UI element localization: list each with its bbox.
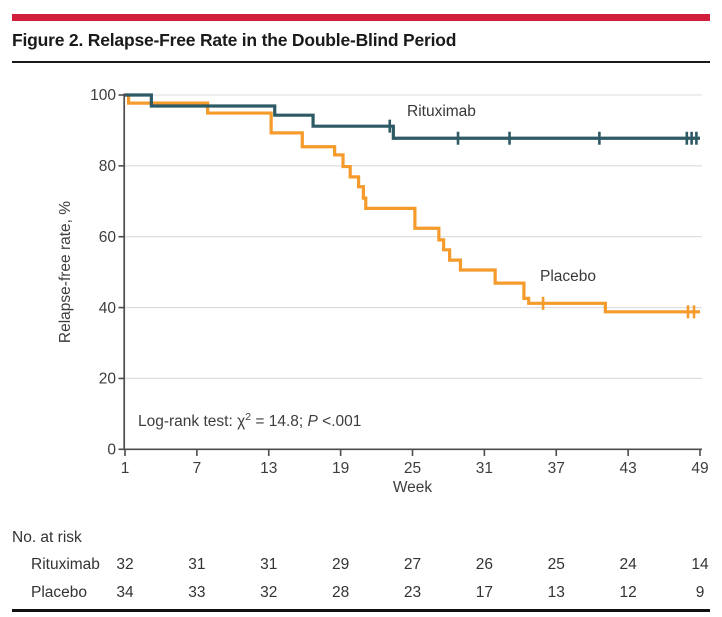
y-axis-title: Relapse-free rate, %	[57, 200, 74, 344]
risk-count: 34	[116, 584, 134, 601]
x-tick-label: 49	[691, 460, 708, 477]
risk-count: 17	[475, 584, 493, 601]
rituximab-curve	[125, 93, 700, 140]
x-tick-label: 1	[121, 460, 130, 477]
risk-row-label-rituximab: Rituximab	[31, 556, 100, 573]
annotation-p: P	[307, 413, 318, 431]
y-tick-label: 0	[107, 442, 116, 459]
risk-count: 28	[332, 584, 350, 601]
x-axis-title: Week	[392, 479, 433, 496]
y-tick-label: 80	[99, 158, 117, 175]
annotation-prefix: Log-rank test: χ	[138, 413, 246, 431]
risk-count: 31	[260, 556, 278, 573]
x-tick-label: 43	[620, 460, 637, 477]
risk-count: 9	[695, 584, 705, 601]
y-tick-label: 40	[99, 300, 117, 317]
risk-count: 13	[547, 584, 565, 601]
x-tick-label: 31	[476, 460, 493, 477]
risk-count: 32	[116, 556, 134, 573]
risk-count: 24	[619, 556, 637, 573]
risk-count: 12	[619, 584, 637, 601]
risk-count: 14	[691, 556, 709, 573]
risk-count: 25	[547, 556, 565, 573]
x-tick-label: 13	[260, 460, 277, 477]
risk-count: 32	[260, 584, 278, 601]
x-tick-label: 19	[332, 460, 349, 477]
bottom-divider	[12, 609, 710, 612]
placebo-curve	[125, 93, 700, 314]
risk-count: 31	[188, 556, 206, 573]
y-tick-label: 100	[90, 87, 116, 104]
series-label-placebo: Placebo	[540, 268, 597, 285]
top-divider	[12, 61, 710, 63]
log-rank-annotation: Log-rank test: χ2 = 14.8; P <.001	[138, 411, 361, 431]
risk-table-title: No. at risk	[12, 529, 82, 546]
risk-count: 26	[475, 556, 493, 573]
risk-count: 29	[332, 556, 350, 573]
x-tick-label: 37	[548, 460, 565, 477]
risk-count: 23	[403, 584, 422, 601]
risk-row-label-placebo: Placebo	[31, 584, 88, 601]
risk-count: 33	[188, 584, 206, 601]
annotation-superscript: 2	[245, 411, 252, 423]
series-label-rituximab: Rituximab	[407, 103, 476, 120]
annotation-suffix: <.001	[317, 413, 362, 431]
annotation-mid: = 14.8;	[251, 413, 308, 431]
figure-title: Figure 2. Relapse-Free Rate in the Doubl…	[12, 30, 457, 50]
risk-count: 27	[403, 556, 422, 573]
x-tick-label: 25	[404, 460, 421, 477]
y-tick-label: 20	[99, 371, 117, 388]
y-tick-label: 60	[99, 229, 117, 246]
x-tick-label: 7	[193, 460, 202, 477]
red-accent-bar	[12, 14, 710, 21]
